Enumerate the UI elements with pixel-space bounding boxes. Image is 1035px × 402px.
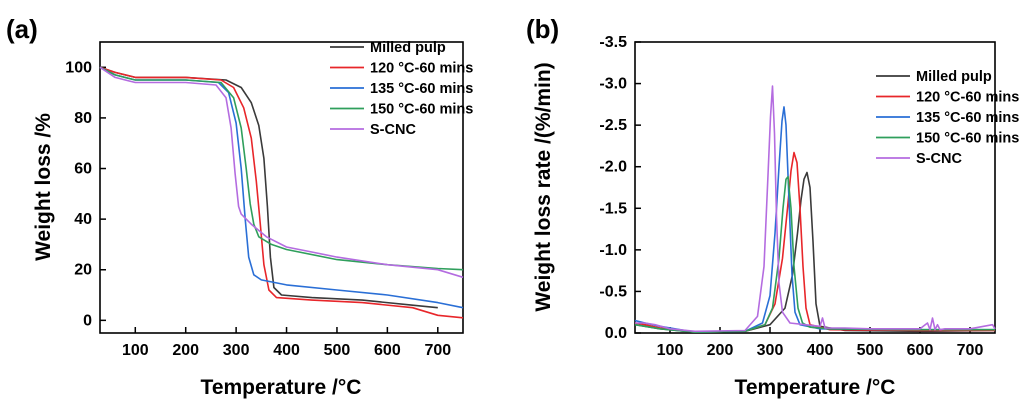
y-tick-label: 40 <box>74 211 92 228</box>
panel-b-y-ticks: 0.0 -0.5 -1.0 -1.5 -2.0 -2.5 -3.0 -3.5 <box>599 34 641 342</box>
x-tick-label: 300 <box>223 342 250 359</box>
panel-a-legend: Milled pulp 120 °C-60 mins 135 °C-60 mins 1… <box>330 40 473 138</box>
x-tick-label: 700 <box>957 342 984 359</box>
series-line <box>99 66 464 279</box>
y-tick-label: -0.5 <box>599 283 627 300</box>
panel-a-x-axis-title: Temperature /°C <box>201 376 362 399</box>
legend-label: 120 °C-60 mins <box>916 90 1019 106</box>
x-tick-label: 600 <box>907 342 934 359</box>
legend-label: 120 °C-60 mins <box>370 61 473 77</box>
series-line <box>634 171 996 334</box>
legend-label: 135 °C-60 mins <box>370 81 473 97</box>
x-tick-label: 100 <box>122 342 149 359</box>
panel-b-legend: Milled pulp 120 °C-60 mins 135 °C-60 mins 1… <box>876 69 1019 167</box>
y-tick-label: -2.0 <box>599 159 627 176</box>
x-tick-label: 500 <box>857 342 884 359</box>
x-tick-label: 700 <box>424 342 451 359</box>
x-tick-label: 200 <box>707 342 734 359</box>
legend-label: 150 °C-60 mins <box>916 131 1019 147</box>
legend-label: S-CNC <box>370 122 416 138</box>
legend-label: S-CNC <box>916 151 962 167</box>
panel-b-x-axis-title: Temperature /°C <box>735 376 896 399</box>
y-tick-label: -3.5 <box>599 34 627 51</box>
panel-a-plot-frame <box>99 41 464 334</box>
legend-label: Milled pulp <box>370 40 446 56</box>
y-tick-label: -1.0 <box>599 242 627 259</box>
panel-a-label: (a) <box>6 14 38 44</box>
legend-label: 135 °C-60 mins <box>916 110 1019 126</box>
y-tick-label: 60 <box>74 161 92 178</box>
series-line <box>635 85 996 333</box>
panel-b-plot-frame <box>634 41 996 334</box>
y-tick-label: -2.5 <box>599 117 627 134</box>
series-line <box>634 175 995 334</box>
panel-b: (b) 0.0 -0.5 -1.0 -1.5 -2.0 -2.5 -3.0 -3.5 100 2… <box>526 14 1019 399</box>
x-tick-label: 600 <box>374 342 401 359</box>
legend-label: Milled pulp <box>916 69 992 85</box>
y-tick-label: 0.0 <box>605 325 627 342</box>
panel-a-y-axis-title: Weight loss /% <box>32 113 55 261</box>
panel-a: (a) 0 20 40 60 80 100 100 200 300 400 500 600 700 M… <box>6 14 473 399</box>
legend-label: 150 °C-60 mins <box>370 102 473 118</box>
y-tick-label: 80 <box>74 110 92 127</box>
y-tick-label: 100 <box>65 59 92 76</box>
y-tick-label: 0 <box>83 312 92 329</box>
y-tick-label: 20 <box>74 262 92 279</box>
panel-b-series <box>634 85 996 334</box>
panel-b-y-axis-title: Weight loss rate /(%/min) <box>532 62 555 311</box>
y-tick-label: -3.0 <box>599 76 627 93</box>
x-tick-label: 300 <box>757 342 784 359</box>
x-tick-label: 400 <box>273 342 300 359</box>
series-line <box>634 151 995 334</box>
panel-b-x-ticks: 100 200 300 400 500 600 700 <box>657 327 984 359</box>
panel-a-x-ticks: 100 200 300 400 500 600 700 <box>122 327 451 359</box>
panel-b-label: (b) <box>526 14 559 44</box>
panel-a-series <box>99 66 464 319</box>
x-tick-label: 400 <box>807 342 834 359</box>
series-line <box>99 66 464 319</box>
x-tick-label: 500 <box>324 342 351 359</box>
x-tick-label: 100 <box>657 342 684 359</box>
series-line <box>99 66 464 271</box>
x-tick-label: 200 <box>172 342 199 359</box>
y-tick-label: -1.5 <box>599 200 627 217</box>
panel-a-y-ticks: 0 20 40 60 80 100 <box>65 59 106 329</box>
